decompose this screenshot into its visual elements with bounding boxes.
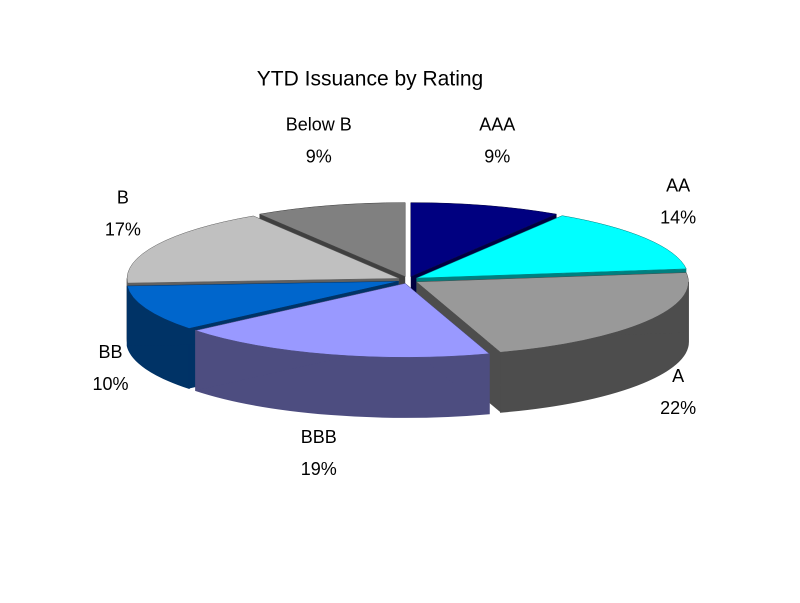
slice [416,215,687,279]
slice-value-label: 9% [306,146,332,166]
slice-value-label: 10% [92,374,128,394]
slice-value-label: 22% [660,398,696,418]
slice [126,215,400,284]
slice-tops [126,202,689,358]
slice-label: AAA [479,114,515,134]
slice-label: AA [666,176,690,196]
slice [194,283,490,358]
slice [258,202,406,278]
slice-label: BBB [301,427,337,447]
slice [415,272,689,353]
chart-title: YTD Issuance by Rating [257,68,483,91]
slice-label: A [672,366,684,386]
slice-value-label: 17% [105,219,141,239]
slice-value-label: 9% [484,146,510,166]
slice-label: Below B [286,114,352,134]
slice-value-label: 19% [301,459,337,479]
slice-value-label: 14% [660,208,696,228]
slice [410,202,558,278]
slice-label: BB [98,342,122,362]
slice [126,281,399,329]
slice-label: B [117,187,129,207]
